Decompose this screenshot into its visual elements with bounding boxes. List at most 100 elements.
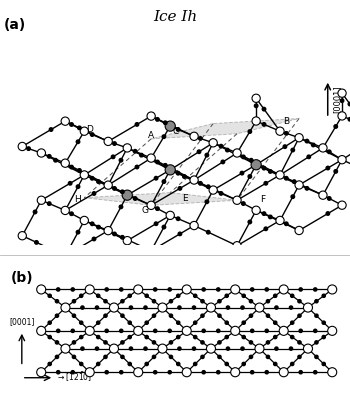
Circle shape	[105, 371, 108, 374]
Circle shape	[182, 368, 191, 377]
Circle shape	[274, 321, 277, 324]
Circle shape	[194, 335, 197, 339]
Circle shape	[338, 112, 346, 120]
Circle shape	[225, 362, 228, 366]
Circle shape	[18, 232, 26, 240]
Circle shape	[328, 197, 331, 200]
Circle shape	[27, 147, 30, 150]
Circle shape	[221, 160, 225, 164]
Circle shape	[225, 294, 228, 298]
Circle shape	[35, 241, 38, 244]
Text: (b): (b)	[10, 271, 33, 285]
Circle shape	[121, 190, 124, 193]
Circle shape	[276, 171, 284, 179]
Circle shape	[275, 347, 278, 350]
Circle shape	[176, 171, 180, 175]
Circle shape	[80, 171, 89, 179]
Circle shape	[154, 288, 157, 291]
Circle shape	[252, 117, 260, 125]
Circle shape	[147, 112, 155, 120]
Circle shape	[262, 212, 266, 215]
Circle shape	[154, 329, 157, 332]
Circle shape	[265, 288, 268, 291]
Circle shape	[242, 362, 245, 366]
Circle shape	[72, 300, 76, 303]
Circle shape	[252, 206, 260, 215]
Circle shape	[144, 347, 147, 350]
Circle shape	[190, 132, 198, 140]
Circle shape	[231, 326, 240, 335]
Circle shape	[322, 294, 326, 298]
Circle shape	[315, 355, 318, 359]
Circle shape	[290, 362, 294, 366]
Circle shape	[283, 145, 287, 149]
Circle shape	[176, 217, 180, 220]
Circle shape	[251, 288, 254, 291]
Circle shape	[165, 165, 175, 175]
Circle shape	[290, 294, 294, 298]
Circle shape	[276, 216, 284, 225]
Circle shape	[163, 164, 167, 167]
Circle shape	[266, 314, 270, 317]
Circle shape	[147, 201, 155, 210]
Circle shape	[72, 355, 76, 359]
Circle shape	[326, 166, 330, 170]
Circle shape	[57, 371, 60, 374]
Text: E: E	[182, 194, 187, 203]
Circle shape	[249, 300, 253, 303]
Circle shape	[226, 148, 229, 152]
Circle shape	[206, 230, 210, 234]
Circle shape	[218, 300, 221, 303]
Circle shape	[145, 294, 148, 298]
Circle shape	[291, 195, 295, 198]
Circle shape	[233, 242, 241, 250]
Circle shape	[178, 232, 182, 236]
Circle shape	[128, 321, 131, 324]
Circle shape	[233, 196, 241, 204]
Circle shape	[37, 368, 46, 377]
Circle shape	[285, 222, 288, 225]
Circle shape	[55, 300, 58, 303]
Circle shape	[104, 341, 107, 344]
Circle shape	[57, 288, 60, 291]
Text: Ice Ih: Ice Ih	[153, 10, 197, 24]
Circle shape	[152, 355, 156, 359]
Circle shape	[168, 329, 172, 332]
Circle shape	[312, 143, 315, 147]
Circle shape	[319, 191, 327, 199]
Circle shape	[162, 225, 166, 229]
Circle shape	[169, 314, 173, 317]
Circle shape	[104, 137, 112, 146]
Circle shape	[265, 371, 268, 374]
Text: $\rightarrow[\bar{1}2\bar{1}0]$: $\rightarrow[\bar{1}2\bar{1}0]$	[56, 371, 92, 384]
Circle shape	[289, 347, 293, 350]
Circle shape	[162, 135, 166, 139]
Circle shape	[225, 335, 228, 339]
Circle shape	[95, 347, 99, 350]
Circle shape	[266, 355, 270, 359]
Circle shape	[97, 335, 100, 339]
Circle shape	[48, 294, 51, 298]
Circle shape	[178, 306, 181, 309]
Circle shape	[305, 187, 309, 190]
Circle shape	[79, 362, 83, 366]
Circle shape	[328, 150, 331, 154]
Circle shape	[217, 329, 220, 332]
Circle shape	[134, 368, 143, 377]
Circle shape	[70, 165, 73, 169]
Circle shape	[266, 300, 270, 303]
Text: A: A	[148, 131, 154, 140]
Circle shape	[110, 303, 119, 312]
Circle shape	[226, 306, 230, 309]
Circle shape	[97, 180, 100, 183]
Circle shape	[156, 160, 159, 164]
Circle shape	[242, 321, 245, 324]
Circle shape	[37, 149, 46, 157]
Circle shape	[128, 294, 131, 298]
Circle shape	[298, 341, 301, 344]
Circle shape	[76, 185, 80, 188]
Circle shape	[163, 121, 167, 124]
Circle shape	[338, 89, 346, 97]
Circle shape	[290, 335, 294, 339]
Circle shape	[97, 294, 100, 298]
